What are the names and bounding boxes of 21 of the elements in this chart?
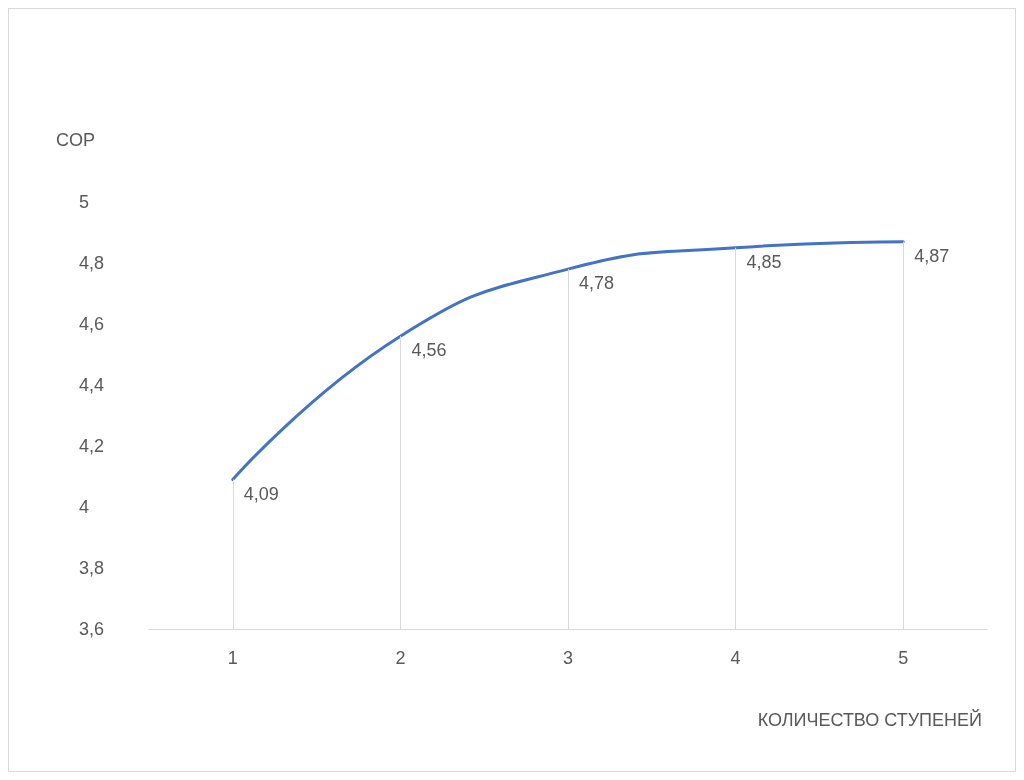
data-label: 4,78: [579, 273, 615, 294]
data-label: 4,85: [746, 251, 782, 272]
x-axis-title: КОЛИЧЕСТВО СТУПЕНЕЙ: [757, 709, 982, 730]
y-tick-label: 4,2: [79, 436, 105, 456]
line-series: [231, 240, 905, 482]
y-tick-label: 4,4: [79, 375, 105, 395]
y-tick-label: 4,6: [79, 314, 105, 334]
y-tick-label: 3,6: [79, 619, 105, 639]
y-tick-label: 5: [79, 192, 90, 212]
y-axis-title: COP: [56, 130, 96, 150]
x-tick-label: 1: [227, 648, 238, 668]
data-label: 4,56: [411, 340, 447, 361]
x-tick-label: 3: [562, 648, 574, 668]
x-tick-label: 5: [898, 648, 909, 668]
y-tick-label: 3,8: [79, 558, 105, 578]
data-label: 4,09: [243, 483, 279, 504]
x-tick-label: 4: [730, 648, 741, 668]
y-tick-label: 4: [79, 497, 90, 517]
y-tick-label: 4,8: [79, 253, 105, 273]
x-tick-label: 2: [395, 648, 406, 668]
data-label: 4,87: [914, 245, 950, 266]
